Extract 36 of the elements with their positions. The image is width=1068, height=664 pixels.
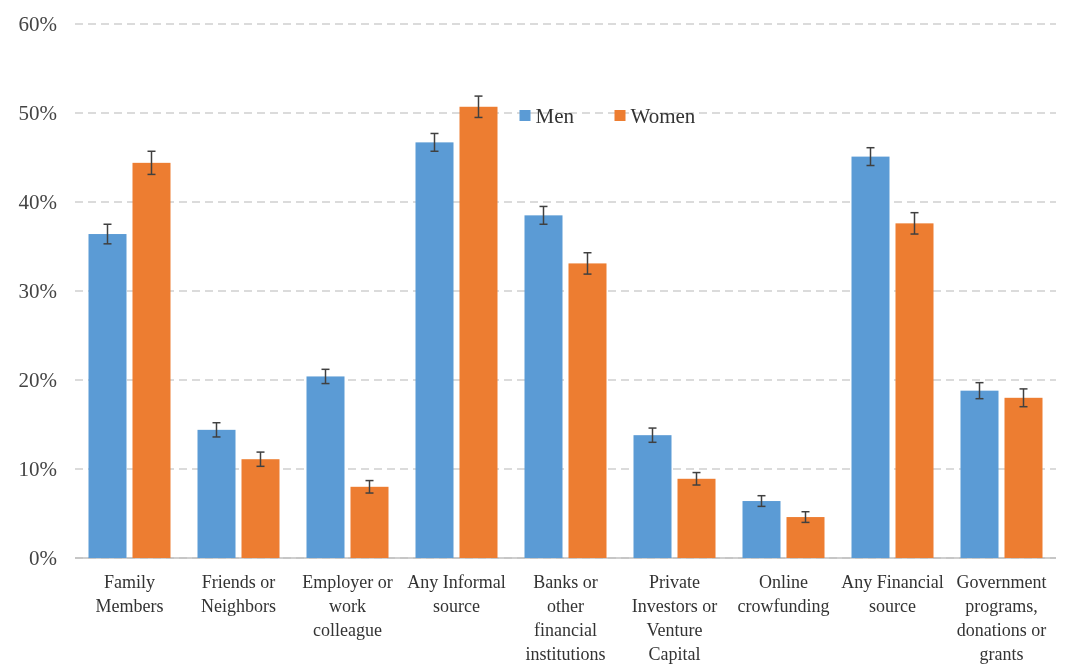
x-tick-label: Government programs, donations or grants	[956, 572, 1047, 664]
x-tick-label: Banks or other financial institutions	[525, 572, 606, 664]
y-tick-label: 0%	[29, 546, 57, 571]
bar	[197, 429, 236, 558]
bar	[1004, 397, 1043, 558]
bar	[88, 234, 127, 558]
bar	[895, 223, 934, 558]
bar	[241, 459, 280, 558]
x-tick-label: Online crowfunding	[737, 572, 830, 616]
bar	[633, 435, 672, 558]
x-tick-label: Any Financial source	[841, 572, 944, 616]
bar	[524, 215, 563, 558]
bar	[742, 501, 781, 558]
bar	[960, 390, 999, 558]
y-tick-label: 30%	[18, 279, 57, 304]
bar	[459, 106, 498, 558]
x-tick-label: Any Informal source	[407, 572, 506, 616]
x-tick-label: Employer or work colleague	[302, 572, 393, 640]
x-tick-label: Friends or Neighbors	[201, 572, 276, 616]
y-tick-label: 20%	[18, 368, 57, 393]
legend-label: Men	[535, 104, 575, 129]
y-tick-label: 60%	[18, 12, 57, 37]
bar	[851, 156, 890, 558]
bar	[415, 142, 454, 558]
legend-label: Women	[630, 104, 696, 129]
bar	[132, 162, 171, 558]
x-tick-label: Family Members	[95, 572, 164, 616]
bar	[786, 517, 825, 558]
bar	[677, 478, 716, 558]
bar	[568, 263, 607, 558]
bar	[306, 376, 345, 558]
x-tick-label: Private Investors or Venture Capital	[631, 572, 718, 664]
bar	[350, 486, 389, 558]
y-tick-label: 40%	[18, 190, 57, 215]
y-tick-label: 50%	[18, 101, 57, 126]
y-tick-label: 10%	[18, 457, 57, 482]
